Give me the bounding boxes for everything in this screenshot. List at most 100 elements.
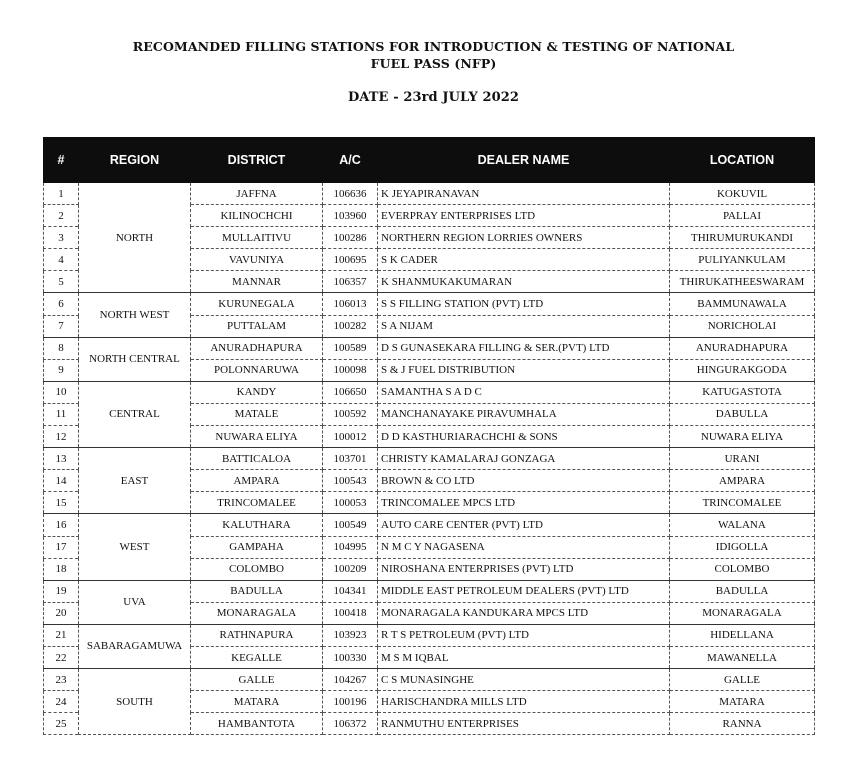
district-cell: MONARAGALA xyxy=(190,601,323,625)
header-district: DISTRICT xyxy=(190,137,323,183)
document-date: DATE - 23rd JULY 2022 xyxy=(347,90,520,105)
ac-cell: 100053 xyxy=(322,491,378,515)
district-cell: HAMBANTOTA xyxy=(190,712,323,736)
location-cell: HINGURAKGODA xyxy=(669,358,815,382)
location-cell: PALLAI xyxy=(669,204,815,228)
region-cell: EAST xyxy=(78,447,191,515)
region-cell: SABARAGAMUWA xyxy=(78,623,191,670)
header-location: LOCATION xyxy=(669,137,815,183)
district-cell: KEGALLE xyxy=(190,645,323,670)
row-number: 4 xyxy=(43,248,79,272)
dealer-name-cell: CHRISTY KAMALARAJ GONZAGA xyxy=(377,447,670,471)
table-row: 23 SOUTH GALLE 104267 C S MUNASINGHE GALLE xyxy=(43,668,815,736)
row-number: 16 xyxy=(43,513,79,537)
dealer-name-cell: MIDDLE EAST PETROLEUM DEALERS (PVT) LTD xyxy=(377,579,670,603)
row-number: 24 xyxy=(43,690,79,714)
region-cell: SOUTH xyxy=(78,668,191,736)
table-row: 4 VAVUNIYA 100695 S K CADER PULIYANKULAM xyxy=(43,248,815,272)
header-number: # xyxy=(43,137,79,183)
ac-cell: 103701 xyxy=(322,447,378,471)
location-cell: RANNA xyxy=(669,712,815,736)
ac-cell: 106372 xyxy=(322,712,378,736)
district-cell: JAFFNA xyxy=(190,181,323,206)
location-cell: THIRUMURUKANDI xyxy=(669,226,815,250)
row-number: 21 xyxy=(43,623,79,647)
dealer-name-cell: NORTHERN REGION LORRIES OWNERS xyxy=(377,226,670,250)
dealer-name-cell: C S MUNASINGHE xyxy=(377,668,670,692)
ac-cell: 103923 xyxy=(322,623,378,647)
row-number: 22 xyxy=(43,645,79,670)
row-number: 10 xyxy=(43,380,79,404)
location-cell: BAMMUNAWALA xyxy=(669,292,815,316)
district-cell: PUTTALAM xyxy=(190,314,323,338)
location-cell: COLOMBO xyxy=(669,557,815,581)
dealer-name-cell: D S GUNASEKARA FILLING & SER.(PVT) LTD xyxy=(377,336,670,360)
location-cell: PULIYANKULAM xyxy=(669,248,815,272)
row-number: 23 xyxy=(43,668,79,692)
location-cell: NUWARA ELIYA xyxy=(669,425,815,449)
location-cell: KATUGASTOTA xyxy=(669,380,815,404)
filling-stations-table: # REGION DISTRICT A/C DEALER NAME LOCATI… xyxy=(43,137,815,736)
district-cell: MATALE xyxy=(190,402,323,427)
row-number: 20 xyxy=(43,601,79,625)
table-row: 10 CENTRAL KANDY 106650 SAMANTHA S A D C KATU… xyxy=(43,380,815,449)
table-row: 25 HAMBANTOTA 106372 RANMUTHU ENTERPRISES RA… xyxy=(43,712,815,736)
table-row: 20 MONARAGALA 100418 MONARAGALA KANDUKARA M… xyxy=(43,601,815,625)
location-cell: HIDELLANA xyxy=(669,623,815,647)
dealer-name-cell: HARISCHANDRA MILLS LTD xyxy=(377,690,670,714)
location-cell: GALLE xyxy=(669,668,815,692)
dealer-name-cell: MANCHANAYAKE PIRAVUMHALA xyxy=(377,402,670,427)
row-number: 6 xyxy=(43,292,79,316)
row-number: 1 xyxy=(43,181,79,206)
ac-cell: 100012 xyxy=(322,425,378,449)
region-cell: UVA xyxy=(78,579,191,625)
row-number: 13 xyxy=(43,447,79,471)
region-cell: NORTH WEST xyxy=(78,292,191,338)
ac-cell: 106357 xyxy=(322,270,378,294)
row-number: 25 xyxy=(43,712,79,736)
table-row: 14 AMPARA 100543 BROWN & CO LTD AMPARA xyxy=(43,469,815,493)
table-row: 13 EAST BATTICALOA 103701 CHRISTY KAMALARAJ … xyxy=(43,447,815,515)
district-cell: POLONNARUWA xyxy=(190,358,323,382)
table-row: 12 NUWARA ELIYA 100012 D D KASTHURIARACHCHI… xyxy=(43,425,815,449)
district-cell: NUWARA ELIYA xyxy=(190,425,323,449)
title-line-1: RECOMANDED FILLING STATIONS FOR INTRODUC… xyxy=(132,39,735,54)
district-cell: VAVUNIYA xyxy=(190,248,323,272)
district-cell: BADULLA xyxy=(190,579,323,603)
dealer-name-cell: MONARAGALA KANDUKARA MPCS LTD xyxy=(377,601,670,625)
dealer-name-cell: AUTO CARE CENTER (PVT) LTD xyxy=(377,513,670,537)
ac-cell: 104995 xyxy=(322,535,378,559)
location-cell: KOKUVIL xyxy=(669,181,815,206)
district-cell: MATARA xyxy=(190,690,323,714)
ac-cell: 100543 xyxy=(322,469,378,493)
dealer-name-cell: S K CADER xyxy=(377,248,670,272)
dealer-name-cell: EVERPRAY ENTERPRISES LTD xyxy=(377,204,670,228)
row-number: 5 xyxy=(43,270,79,294)
district-cell: MULLAITIVU xyxy=(190,226,323,250)
dealer-name-cell: N M C Y NAGASENA xyxy=(377,535,670,559)
district-cell: TRINCOMALEE xyxy=(190,491,323,515)
ac-cell: 100549 xyxy=(322,513,378,537)
dealer-name-cell: NIROSHANA ENTERPRISES (PVT) LTD xyxy=(377,557,670,581)
table-row: 18 COLOMBO 100209 NIROSHANA ENTERPRISES (PV… xyxy=(43,557,815,581)
table-row: 21 SABARAGAMUWA RATHNAPURA 103923 R T S PETR… xyxy=(43,623,815,670)
row-number: 17 xyxy=(43,535,79,559)
ac-cell: 106636 xyxy=(322,181,378,206)
dealer-name-cell: SAMANTHA S A D C xyxy=(377,380,670,404)
table-header-row: # REGION DISTRICT A/C DEALER NAME LOCATI… xyxy=(43,137,815,183)
row-number: 8 xyxy=(43,336,79,360)
region-cell: CENTRAL xyxy=(78,380,191,449)
location-cell: WALANA xyxy=(669,513,815,537)
row-number: 3 xyxy=(43,226,79,250)
table-row: 22 KEGALLE 100330 M S M IQBAL MAWANELLA xyxy=(43,645,815,670)
dealer-name-cell: K SHANMUKAKUMARAN xyxy=(377,270,670,294)
row-number: 19 xyxy=(43,579,79,603)
dealer-name-cell: R T S PETROLEUM (PVT) LTD xyxy=(377,623,670,647)
location-cell: AMPARA xyxy=(669,469,815,493)
ac-cell: 100418 xyxy=(322,601,378,625)
dealer-name-cell: M S M IQBAL xyxy=(377,645,670,670)
region-cell: NORTH CENTRAL xyxy=(78,336,191,382)
table-row: 19 UVA BADULLA 104341 MIDDLE EAST PETROLEUM … xyxy=(43,579,815,625)
ac-cell: 104267 xyxy=(322,668,378,692)
row-number: 11 xyxy=(43,402,79,427)
